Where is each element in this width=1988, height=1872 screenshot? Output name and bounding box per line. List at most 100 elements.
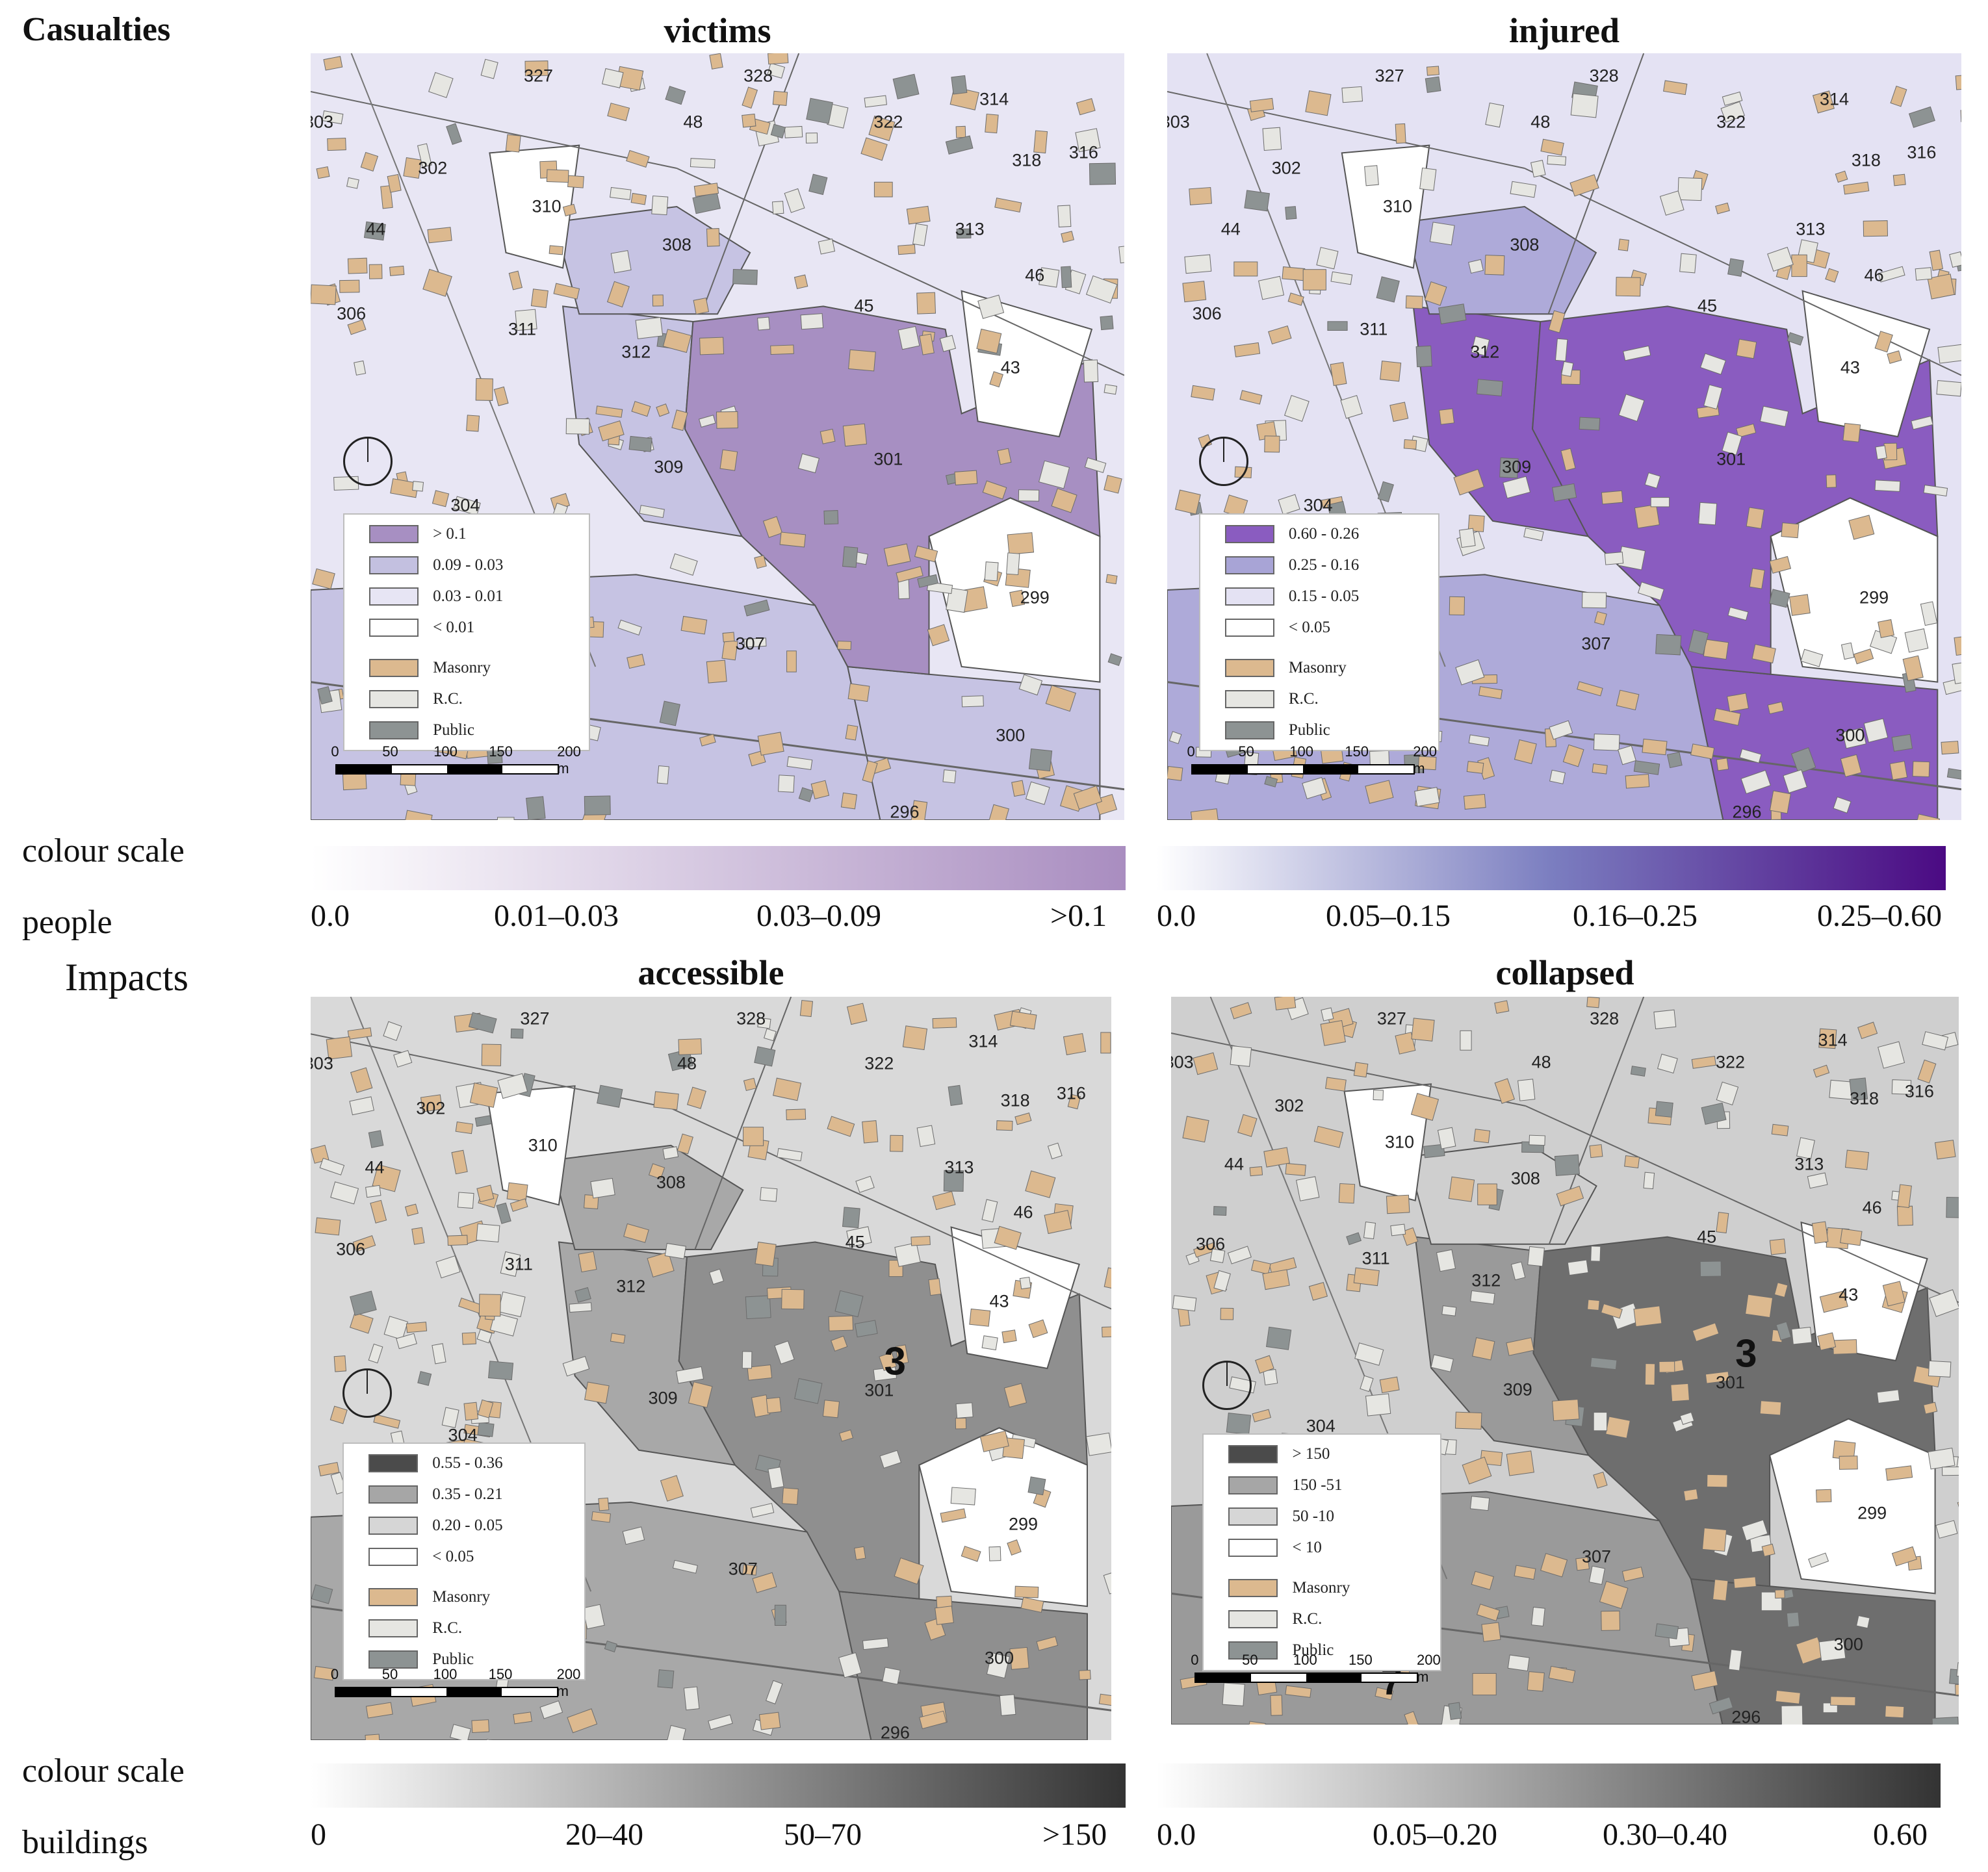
building [662,1146,679,1160]
building [1554,1154,1580,1176]
zone-label-314: 314 [1818,1030,1848,1050]
building [774,1340,795,1365]
building [1424,281,1447,306]
building [469,1083,498,1108]
legend-label: 0.55 - 0.36 [432,1454,503,1472]
building [562,1355,590,1377]
legend-item: 150 -51 [1204,1470,1440,1501]
building [786,650,797,673]
building [1436,1249,1456,1272]
building [1882,1281,1905,1307]
building [652,294,664,307]
zone-label-303: 303 [311,112,334,132]
building [447,1235,468,1246]
colour-scale-bar-injured [1157,846,1946,890]
building [656,403,670,417]
building [598,1497,610,1511]
building [1716,758,1729,771]
building [768,1467,784,1489]
building [1104,1267,1111,1290]
building [1230,1002,1252,1019]
legend-label: < 0.01 [433,619,475,636]
legend-label: < 0.05 [432,1548,474,1566]
building [1791,254,1807,277]
building [604,1640,617,1652]
building [919,1710,947,1730]
road-line [1525,1105,1959,1303]
legend-swatch [1228,1507,1278,1526]
zone-label-303: 303 [311,1053,333,1073]
zone-label-44: 44 [1220,219,1241,239]
building [1897,1184,1912,1209]
building [368,1130,384,1148]
building [1955,1684,1959,1696]
building [1425,76,1441,94]
building [1796,1137,1815,1160]
building [1377,481,1394,502]
zone-label-299: 299 [1857,1503,1887,1523]
scale-tick: 0.0 [1157,1817,1196,1852]
building [1227,1246,1252,1264]
building [926,582,953,595]
building [322,110,344,125]
building [779,532,807,548]
building [1853,648,1874,665]
zone-label-322: 322 [1715,1052,1746,1072]
building [1878,619,1894,638]
building [595,405,623,418]
building [477,1399,494,1418]
building [1594,611,1607,626]
map-canvas [1171,997,1959,1725]
map-scale-tick: 50 [382,743,398,760]
building [1506,1337,1534,1356]
building [1263,1147,1290,1168]
building [683,1686,700,1711]
building [1296,1176,1320,1201]
map-scale-tick: 200 m [556,1665,581,1699]
scale-tick: 0.01–0.03 [494,899,619,933]
building [762,516,783,538]
building [1688,629,1709,655]
building [1100,315,1114,331]
building [316,166,330,179]
building [919,333,935,355]
building [383,1021,402,1042]
building [1365,780,1394,804]
zone-label-307: 307 [1581,1546,1611,1567]
zone-label-301: 301 [873,449,903,469]
building [315,1217,341,1236]
building [488,1361,514,1381]
building [383,1316,409,1340]
zone-label-304: 304 [450,495,480,515]
building [1414,787,1440,807]
panel-title-accessible: accessible [638,953,784,992]
building [1107,653,1122,667]
building [1952,661,1961,684]
panel-title-injured: injured [1508,11,1620,50]
building [1589,1144,1603,1159]
building [772,90,788,106]
building [1321,1007,1334,1021]
building [1835,170,1848,183]
building [311,284,337,305]
scale-tick: 0.03–0.09 [756,899,881,933]
building [1790,747,1816,775]
building [846,1226,872,1248]
building [1460,1030,1472,1051]
legend-label: > 150 [1292,1445,1330,1463]
building [1936,380,1961,397]
building [468,1012,497,1034]
building [1084,457,1107,474]
legend-swatch [368,1588,419,1607]
zone-area-310 [1343,1083,1432,1201]
building [943,1170,964,1192]
building [961,1545,981,1562]
building [988,804,1009,820]
zone-label-310: 310 [528,1135,558,1155]
legend-swatch [1228,1610,1278,1628]
panel-title-collapsed: collapsed [1495,953,1634,992]
building [1389,402,1409,422]
building [939,335,957,352]
zone-label-307: 307 [1581,634,1611,654]
zone-label-312: 312 [616,1276,646,1296]
